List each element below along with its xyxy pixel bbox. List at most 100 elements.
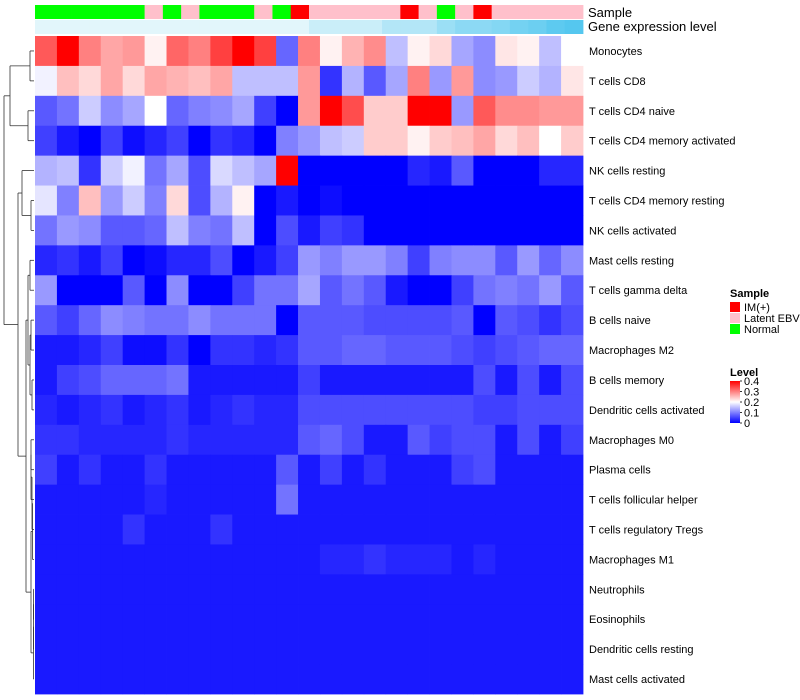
heatmap-cell xyxy=(473,65,496,97)
heatmap-cell xyxy=(473,544,496,575)
heatmap-cell xyxy=(429,305,452,336)
heatmap-cell xyxy=(188,185,211,216)
heatmap-cell xyxy=(188,215,211,246)
heatmap-cell xyxy=(407,125,430,157)
heatmap-cell xyxy=(451,394,474,426)
heatmap-cell xyxy=(539,424,562,456)
heatmap-cell xyxy=(210,664,233,695)
sample-annotation-cell xyxy=(363,5,383,19)
heatmap-cell xyxy=(363,215,387,246)
heatmap-cell xyxy=(254,185,277,216)
heatmap-cell xyxy=(100,65,124,97)
heatmap-cell xyxy=(539,215,562,246)
heatmap-cell xyxy=(473,604,496,635)
gene-expression-cell xyxy=(217,20,237,34)
heatmap-cell xyxy=(473,155,496,186)
heatmap-cell xyxy=(298,245,321,276)
heatmap-cell xyxy=(517,544,540,575)
heatmap-cell xyxy=(539,574,562,605)
heatmap-cell xyxy=(298,65,321,97)
heatmap-cell xyxy=(363,424,387,456)
heatmap-cell xyxy=(122,335,145,366)
heatmap-cell xyxy=(429,65,452,97)
heatmap-cell xyxy=(276,125,299,157)
heatmap-cell xyxy=(78,125,102,157)
heatmap-cell xyxy=(539,275,562,306)
heatmap-cell xyxy=(407,245,430,276)
heatmap-cell xyxy=(35,634,58,665)
heatmap-cell xyxy=(298,394,321,426)
heatmap-cell xyxy=(188,394,211,426)
heatmap-cell xyxy=(35,185,58,216)
heatmap-cell xyxy=(473,36,496,67)
heatmap-cell xyxy=(473,514,496,545)
heatmap-cell xyxy=(100,365,124,396)
heatmap-cell xyxy=(210,514,233,545)
heatmap-cell xyxy=(539,544,562,575)
heatmap-cell xyxy=(539,36,562,67)
heatmap-cell xyxy=(78,335,102,366)
heatmap-cell xyxy=(385,484,409,515)
heatmap-cell xyxy=(56,424,80,456)
level-tick-label: 0.1 xyxy=(744,408,759,420)
heatmap-cell xyxy=(254,604,277,635)
heatmap-cell xyxy=(517,245,540,276)
heatmap-cell xyxy=(539,335,562,366)
heatmap-cell xyxy=(166,305,189,336)
heatmap-cell xyxy=(539,95,562,127)
heatmap-cell xyxy=(561,95,584,127)
heatmap-cell xyxy=(385,305,409,336)
heatmap-cell xyxy=(232,155,255,186)
heatmap-cell xyxy=(122,514,145,545)
heatmap-cell xyxy=(276,36,299,67)
heatmap-cell xyxy=(451,155,474,186)
gene-expression-cell xyxy=(126,20,145,34)
heatmap-cell xyxy=(35,305,58,336)
heatmap-cell xyxy=(561,574,584,605)
row-label: NK cells activated xyxy=(589,225,676,237)
heatmap-cell xyxy=(539,454,562,486)
heatmap-cell xyxy=(144,574,167,605)
heatmap-cell xyxy=(144,634,167,665)
heatmap-cell xyxy=(473,394,496,426)
row-label: Dendritic cells activated xyxy=(589,405,705,417)
heatmap-cell xyxy=(385,574,409,605)
level-tick-label: 0.2 xyxy=(744,397,759,409)
sample-annotation-cell xyxy=(89,5,109,19)
heatmap-cell xyxy=(319,664,343,695)
heatmap-cell xyxy=(561,335,584,366)
heatmap-cell xyxy=(539,305,562,336)
heatmap-cell xyxy=(232,394,255,426)
heatmap-cell xyxy=(78,245,102,276)
heatmap-cell xyxy=(407,454,430,486)
heatmap-cell xyxy=(232,365,255,396)
row-dendrogram xyxy=(3,50,34,680)
heatmap-cell xyxy=(298,604,321,635)
heatmap-cell xyxy=(495,245,518,276)
heatmap-cell xyxy=(319,36,343,67)
heatmap-cell xyxy=(363,305,387,336)
heatmap-cell xyxy=(166,634,189,665)
sample-track-label: Sample xyxy=(588,5,632,20)
heatmap-cell xyxy=(188,65,211,97)
heatmap-cell xyxy=(56,335,80,366)
heatmap-cell xyxy=(78,514,102,545)
heatmap-cell xyxy=(35,424,58,456)
heatmap-cell xyxy=(166,215,189,246)
heatmap-cell xyxy=(473,424,496,456)
heatmap-cell xyxy=(451,365,474,396)
gene-expression-cell xyxy=(400,20,419,34)
heatmap-cell xyxy=(495,65,518,97)
heatmap-cell xyxy=(517,514,540,545)
gene-expression-cell xyxy=(564,20,584,34)
gene-expression-cell xyxy=(254,20,273,34)
heatmap-cell xyxy=(56,484,80,515)
heatmap-cell xyxy=(385,95,409,127)
heatmap-cell xyxy=(385,454,409,486)
heatmap-cell xyxy=(429,664,452,695)
heatmap-cell xyxy=(319,604,343,635)
heatmap-cell xyxy=(341,36,365,67)
row-labels: Monocytes T cells CD8 T cells CD4 naive T c… xyxy=(589,46,736,686)
heatmap-cell xyxy=(451,664,474,695)
